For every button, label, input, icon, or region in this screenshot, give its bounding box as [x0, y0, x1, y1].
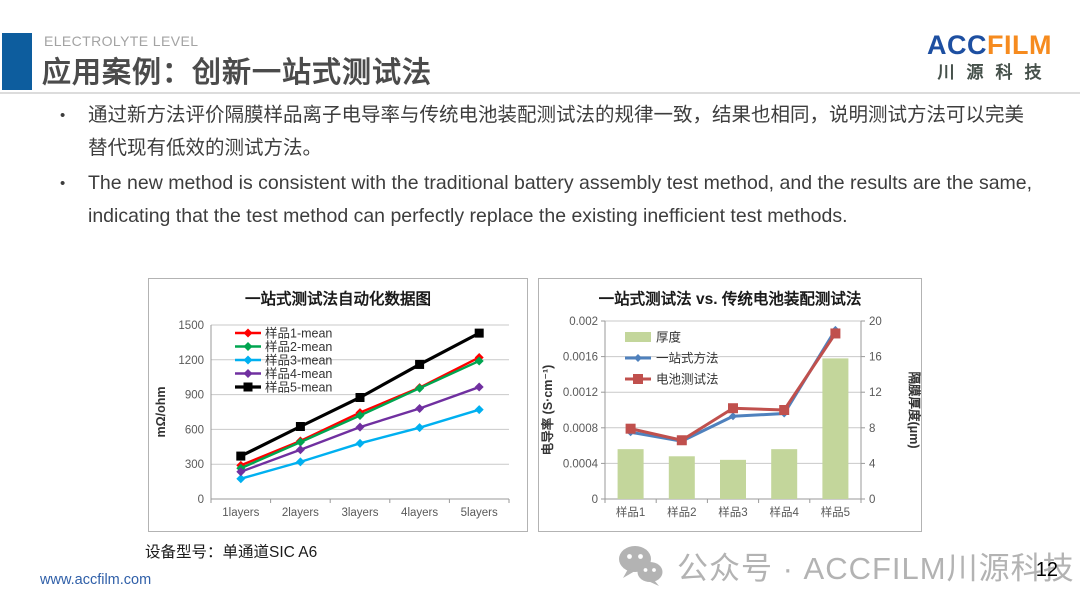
logo-film-text: FILM — [987, 30, 1052, 60]
accent-bar — [2, 33, 32, 90]
device-model-note: 设备型号：单通道SIC A6 — [145, 544, 318, 561]
eyebrow-label: ELECTROLYTE LEVEL — [44, 33, 199, 49]
logo-wordmark: ACCFILM — [927, 30, 1052, 61]
svg-text:0.0016: 0.0016 — [563, 352, 598, 364]
svg-text:2layers: 2layers — [282, 507, 319, 519]
svg-text:3layers: 3layers — [341, 507, 378, 519]
header-divider — [0, 92, 1080, 94]
svg-text:1layers: 1layers — [222, 507, 259, 519]
svg-text:0.0008: 0.0008 — [563, 423, 598, 435]
svg-text:样品4-mean: 样品4-mean — [265, 366, 332, 381]
wechat-icon — [619, 545, 663, 586]
svg-text:样品2: 样品2 — [667, 505, 696, 519]
svg-text:8: 8 — [869, 423, 875, 435]
logo-subtitle: 川源科技 — [937, 62, 1054, 82]
svg-text:样品2-mean: 样品2-mean — [265, 339, 332, 354]
svg-text:5layers: 5layers — [461, 507, 498, 519]
bullet-text-en: The new method is consistent with the tr… — [88, 172, 1033, 227]
svg-text:电池测试法: 电池测试法 — [656, 372, 719, 387]
svg-text:0: 0 — [198, 494, 204, 506]
svg-text:16: 16 — [869, 352, 882, 364]
svg-text:0.0004: 0.0004 — [563, 458, 599, 470]
y-axis-label: mΩ/ohm — [154, 387, 168, 438]
svg-text:20: 20 — [869, 316, 882, 328]
svg-text:样品1: 样品1 — [616, 505, 645, 519]
bullet-glyph: • — [60, 175, 66, 192]
svg-text:厚度: 厚度 — [656, 330, 682, 345]
plot-area: 0 300 600 900 1200 1500 1layers 2layers 3layers 4… — [178, 320, 510, 519]
page-number: 12 — [1035, 559, 1058, 581]
logo-acc-text: ACC — [927, 30, 988, 60]
y-axis-label-right: 隔膜厚度(μm) — [907, 371, 921, 448]
svg-text:12: 12 — [869, 387, 882, 399]
svg-text:样品4: 样品4 — [769, 505, 799, 519]
bullet-glyph: • — [60, 107, 66, 124]
combo-chart-method-comparison: 0 0 0.0004 4 0.0008 8 0.0012 12 0.0016 16 0.002 20 样… — [540, 289, 921, 519]
svg-text:0.002: 0.002 — [569, 316, 598, 328]
svg-text:1500: 1500 — [178, 320, 204, 332]
company-logo: ACCFILM 川源科技 — [927, 30, 1052, 82]
svg-text:600: 600 — [185, 424, 204, 436]
bullet-text-cn: 通过新方法评价隔膜样品离子电导率与传统电池装配测试法的规律一致，结果也相同，说明… — [88, 104, 1025, 159]
page-title: 应用案例：创新一站式测试法 — [42, 57, 433, 89]
svg-text:4: 4 — [869, 458, 876, 470]
svg-text:4layers: 4layers — [401, 507, 438, 519]
line-chart-automated-data: 0 300 600 900 1200 1500 1layers 2layers 3layers 4… — [154, 289, 510, 519]
bullet-list: • 通过新方法评价隔膜样品离子电导率与传统电池装配测试法的规律一致，结果也相同，… — [60, 99, 1035, 235]
website-link[interactable]: www.accfilm.com — [40, 572, 152, 588]
watermark-text: 公众号 · ACCFILM川源科技 — [677, 551, 1075, 586]
svg-text:300: 300 — [185, 459, 204, 471]
chart-title: 一站式测试法 vs. 传统电池装配测试法 — [599, 289, 862, 308]
right-chart-panel: 0 0 0.0004 4 0.0008 8 0.0012 12 0.0016 16 0.002 20 样… — [538, 278, 922, 532]
bullet-item-cn: • 通过新方法评价隔膜样品离子电导率与传统电池装配测试法的规律一致，结果也相同，… — [60, 99, 1035, 165]
svg-text:一站式方法: 一站式方法 — [656, 351, 719, 366]
svg-text:1200: 1200 — [178, 355, 204, 367]
svg-text:样品5: 样品5 — [821, 505, 850, 519]
svg-text:样品5-mean: 样品5-mean — [265, 380, 332, 395]
left-chart-panel: 0 300 600 900 1200 1500 1layers 2layers 3layers 4… — [148, 278, 528, 532]
svg-text:样品3-mean: 样品3-mean — [265, 353, 332, 368]
svg-text:样品3: 样品3 — [718, 505, 747, 519]
y-axis-label-left: 电导率 (S·cm⁻¹) — [540, 365, 555, 456]
svg-text:0: 0 — [869, 494, 875, 506]
svg-text:900: 900 — [185, 390, 204, 402]
line-series — [625, 325, 841, 446]
bullet-item-en: • The new method is consistent with the … — [60, 167, 1035, 233]
svg-text:0: 0 — [592, 494, 598, 506]
svg-text:0.0012: 0.0012 — [563, 387, 598, 399]
svg-text:样品1-mean: 样品1-mean — [265, 326, 332, 341]
series — [236, 328, 484, 484]
bar-series — [617, 358, 849, 499]
wechat-watermark: 公众号 · ACCFILM川源科技 — [618, 543, 1075, 588]
chart-title: 一站式测试法自动化数据图 — [245, 289, 431, 308]
